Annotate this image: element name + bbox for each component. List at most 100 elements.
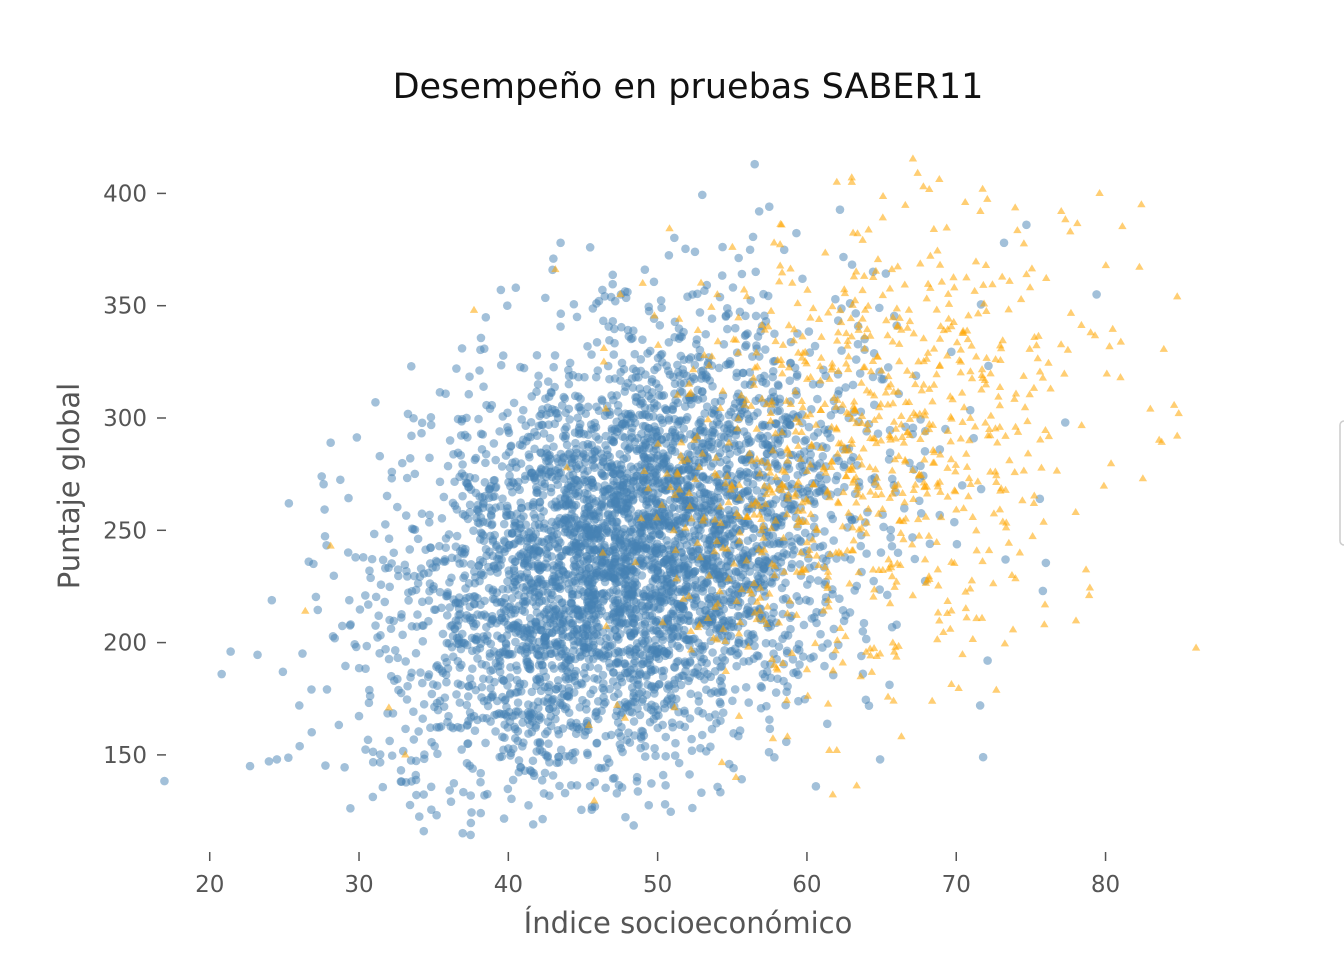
data-point <box>687 554 697 564</box>
data-point <box>855 453 864 461</box>
data-point <box>841 472 851 480</box>
data-point <box>728 242 737 250</box>
data-point <box>637 734 646 743</box>
data-point <box>638 398 647 408</box>
data-point <box>726 359 735 369</box>
data-point <box>831 402 841 410</box>
data-point <box>670 751 680 760</box>
data-point <box>986 467 995 475</box>
data-point <box>638 519 647 529</box>
data-point <box>467 680 477 690</box>
data-point <box>612 481 622 491</box>
data-point <box>476 345 485 355</box>
data-point <box>700 675 709 684</box>
data-point <box>670 684 680 693</box>
data-point <box>517 503 526 513</box>
data-point <box>716 699 725 709</box>
data-point <box>737 585 746 593</box>
data-point <box>639 533 649 542</box>
data-point <box>657 531 667 541</box>
data-point <box>943 426 953 434</box>
data-point <box>534 371 543 381</box>
data-point <box>847 515 856 525</box>
data-point <box>397 613 406 622</box>
data-point <box>524 700 533 709</box>
data-point <box>632 772 642 782</box>
data-point <box>873 255 883 263</box>
data-point <box>641 604 650 614</box>
data-point <box>568 505 577 514</box>
data-point <box>470 599 479 609</box>
data-point <box>657 415 667 425</box>
data-point <box>1029 498 1039 506</box>
data-point <box>551 475 561 485</box>
data-point <box>456 680 466 690</box>
data-point <box>475 366 484 375</box>
data-point <box>791 435 801 444</box>
data-point <box>1044 358 1053 366</box>
data-point <box>457 416 466 426</box>
data-point <box>1138 474 1148 482</box>
data-point <box>787 648 797 656</box>
data-point <box>772 419 781 429</box>
data-point <box>897 325 906 333</box>
data-point <box>601 404 610 412</box>
data-point <box>897 411 906 419</box>
data-point <box>832 471 842 481</box>
data-point <box>499 745 508 755</box>
data-point <box>426 543 435 553</box>
data-point <box>782 396 791 404</box>
data-point <box>453 722 462 732</box>
data-point <box>515 485 524 495</box>
data-point <box>441 543 451 552</box>
data-point <box>795 418 804 426</box>
data-point <box>344 595 354 605</box>
data-point <box>1027 264 1037 272</box>
data-point <box>668 440 678 449</box>
data-point <box>617 552 627 562</box>
data-point <box>470 726 480 735</box>
data-point <box>633 704 642 713</box>
data-point <box>528 597 538 606</box>
data-point <box>648 564 658 573</box>
data-point <box>770 329 779 339</box>
data-point <box>841 383 850 392</box>
data-point <box>867 667 877 675</box>
data-point <box>887 541 897 551</box>
data-point <box>430 605 439 614</box>
data-point <box>668 592 678 602</box>
data-point <box>705 712 714 722</box>
data-point <box>712 656 722 666</box>
data-point <box>856 513 865 521</box>
data-point <box>591 432 601 441</box>
data-point <box>894 451 903 460</box>
data-point <box>1116 337 1125 345</box>
data-point <box>1019 466 1028 474</box>
data-point <box>735 536 744 544</box>
data-point <box>427 805 436 815</box>
data-point <box>782 444 792 452</box>
data-point <box>498 412 508 421</box>
data-point <box>664 516 673 526</box>
data-point <box>320 531 330 541</box>
data-point <box>368 792 378 802</box>
data-point <box>496 709 506 719</box>
data-point <box>732 509 741 517</box>
data-point <box>511 283 521 293</box>
data-point <box>499 814 509 823</box>
data-point <box>817 332 826 340</box>
data-point <box>668 609 677 619</box>
data-point <box>442 638 452 648</box>
data-point <box>678 529 687 538</box>
data-point <box>462 758 472 768</box>
data-point <box>779 676 788 686</box>
data-point <box>583 341 592 351</box>
data-point <box>593 366 603 375</box>
data-point <box>681 666 690 676</box>
data-point <box>441 389 450 398</box>
data-point <box>503 681 512 690</box>
data-point <box>667 503 677 513</box>
data-point <box>517 415 526 424</box>
data-point <box>362 641 372 651</box>
data-point <box>797 396 806 404</box>
